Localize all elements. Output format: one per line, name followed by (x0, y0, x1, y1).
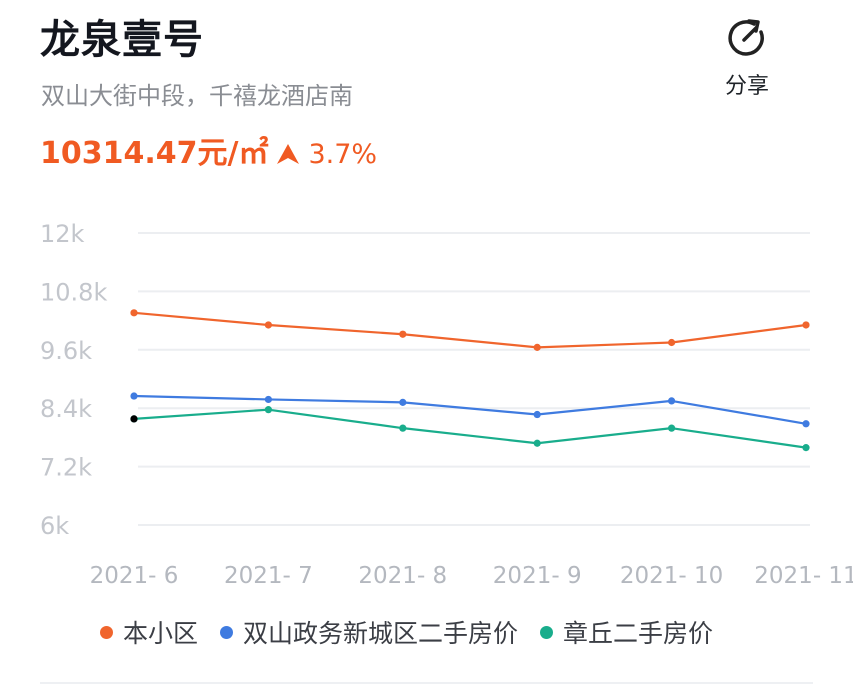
price-row: 10314.47元/㎡ 3.7% (40, 134, 377, 174)
x-tick-label: 2021- 9 (493, 563, 582, 589)
y-tick-label: 9.6k (40, 337, 92, 365)
legend-dot-icon (220, 625, 234, 639)
price-trend-chart: 12k 10.8k 9.6k 8.4k 7.2k 6k 2021- 6 2021- 7 2021… (40, 220, 853, 589)
data-point (802, 420, 810, 428)
trend-up-icon (276, 143, 300, 165)
y-tick-label: 6k (40, 512, 69, 540)
data-point (130, 309, 138, 317)
data-point (399, 330, 407, 338)
data-point (533, 343, 541, 351)
data-point (264, 321, 272, 329)
bottom-divider (40, 682, 813, 684)
x-tick-label: 2021- 8 (358, 563, 447, 589)
price-change-percent: 3.7% (308, 139, 378, 170)
share-refresh-icon (728, 19, 764, 56)
legend-dot-icon (540, 625, 554, 639)
data-point (533, 410, 541, 419)
x-tick-label: 2021- 7 (224, 563, 313, 589)
y-tick-label: 8.4k (40, 395, 92, 423)
data-point (668, 397, 676, 405)
series-line (133, 311, 807, 349)
legend-label: 双山政务新城区二手房价 (243, 619, 519, 648)
data-point (130, 392, 138, 400)
legend-label: 章丘二手房价 (563, 619, 714, 648)
y-tick-label: 12k (40, 220, 85, 248)
data-point (399, 398, 407, 406)
data-point (668, 338, 676, 347)
data-point (533, 439, 541, 447)
x-tick-label: 2021- 11 (754, 563, 853, 589)
data-point (264, 395, 272, 404)
data-point (668, 424, 676, 432)
highlight-marker (130, 415, 138, 423)
legend-item[interactable]: 本小区 (100, 614, 198, 650)
series-line (133, 394, 807, 425)
legend-label: 本小区 (123, 619, 199, 648)
share-button[interactable]: 分享 (712, 16, 782, 106)
series-line (133, 408, 807, 449)
x-tick-label: 2021- 10 (620, 563, 723, 589)
data-point (802, 321, 810, 329)
average-price: 10314.47元/㎡ (40, 136, 269, 171)
legend-dot-icon (100, 625, 113, 639)
data-point (399, 424, 407, 432)
data-point (802, 444, 810, 452)
legend-item[interactable]: 章丘二手房价 (540, 614, 713, 650)
x-tick-label: 2021- 6 (90, 563, 179, 589)
page-title: 龙泉壹号 (40, 17, 204, 63)
chart-legend: 本小区 双山政务新城区二手房价 章丘二手房价 (100, 612, 735, 652)
share-label: 分享 (724, 74, 769, 99)
legend-item[interactable]: 双山政务新城区二手房价 (220, 614, 518, 650)
y-tick-label: 10.8k (40, 278, 107, 306)
data-point (264, 406, 272, 414)
y-tick-label: 7.2k (40, 454, 92, 482)
address-text: 双山大街中段，千禧龙酒店南 (41, 82, 353, 110)
